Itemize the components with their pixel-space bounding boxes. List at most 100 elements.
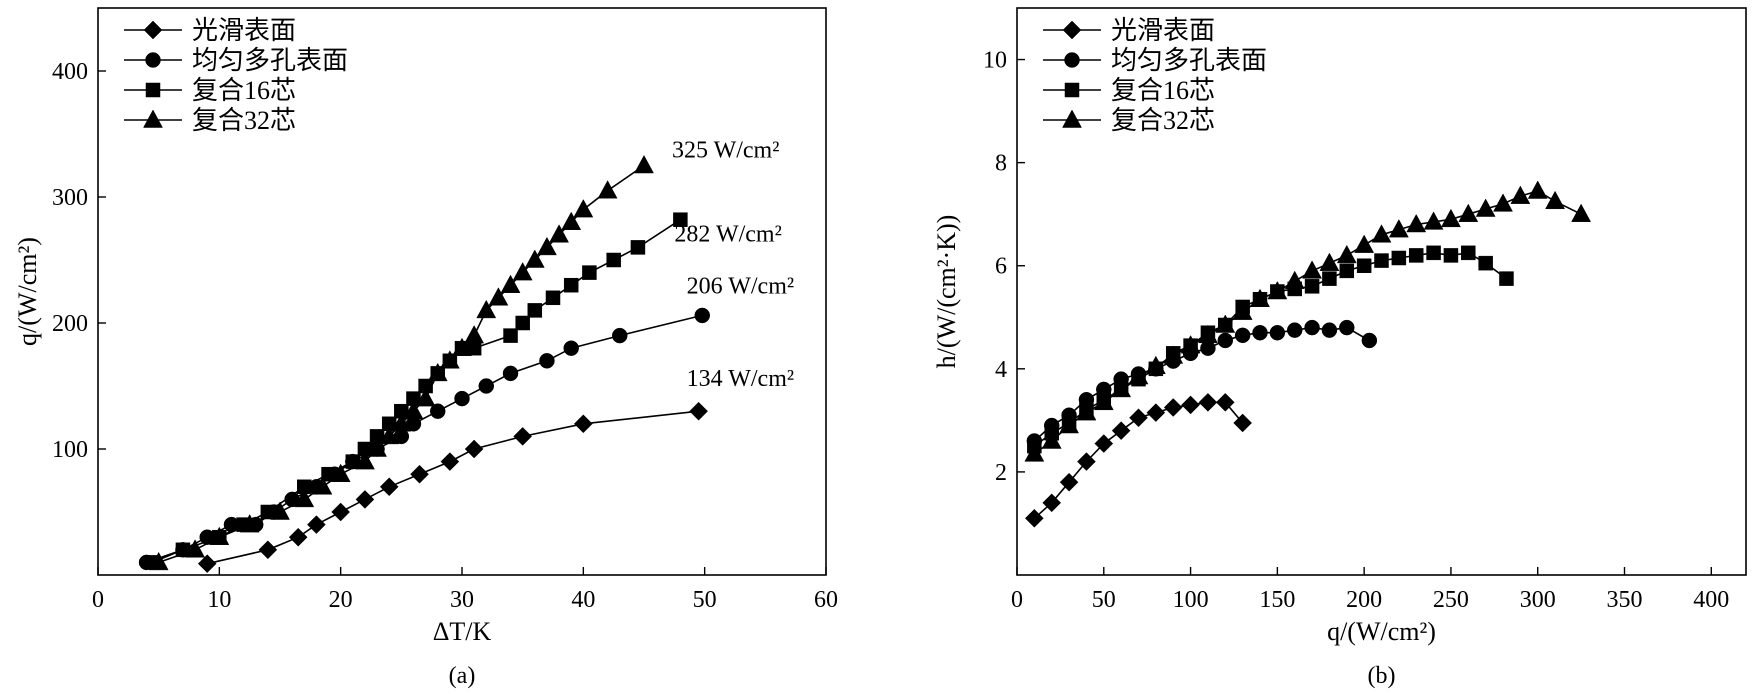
data-point	[403, 400, 424, 419]
data-point	[689, 401, 708, 421]
data-point	[1146, 403, 1166, 422]
data-point	[429, 403, 446, 419]
annotation-label: 206 W/cm²	[687, 273, 794, 299]
data-point	[307, 515, 326, 534]
data-point	[1111, 378, 1132, 398]
data-point	[1077, 452, 1096, 471]
data-point	[1374, 253, 1389, 268]
series-line	[152, 219, 681, 564]
y-tick-label: 200	[52, 311, 88, 337]
series-2	[145, 212, 688, 570]
y-tick-label: 2	[995, 460, 1007, 486]
x-tick-label: 100	[1173, 587, 1209, 613]
series-3	[1024, 180, 1592, 462]
data-point	[1111, 421, 1131, 441]
legend-marker	[143, 20, 163, 40]
data-point	[1361, 332, 1378, 349]
data-point	[1321, 322, 1338, 338]
data-point	[1354, 234, 1375, 253]
y-tick-label: 4	[995, 357, 1007, 383]
x-tick-label: 20	[329, 587, 353, 613]
data-point	[545, 290, 561, 306]
data-point	[454, 390, 470, 407]
data-point	[694, 307, 710, 324]
legend-label: 复合16芯	[192, 76, 296, 105]
data-point	[1181, 395, 1200, 415]
data-point	[258, 540, 278, 560]
data-point	[1545, 190, 1565, 210]
data-point	[1217, 332, 1234, 349]
data-point	[503, 328, 518, 343]
y-tick-label: 6	[995, 254, 1007, 280]
data-point	[1163, 398, 1183, 417]
data-point	[148, 551, 169, 571]
data-point	[1391, 250, 1407, 266]
data-point	[512, 262, 533, 281]
data-point	[1024, 443, 1045, 462]
x-tick-label: 300	[1520, 587, 1556, 613]
y-tick-label: 8	[995, 151, 1007, 177]
data-point	[597, 180, 618, 199]
data-point	[563, 277, 579, 293]
data-point	[524, 249, 545, 268]
data-point	[1252, 324, 1268, 341]
data-point	[1406, 213, 1427, 233]
legend-label: 均匀多孔表面	[192, 46, 348, 75]
data-point	[561, 211, 582, 230]
data-point	[312, 476, 333, 495]
data-point	[464, 325, 485, 344]
data-point	[1478, 255, 1493, 271]
data-point	[452, 337, 472, 356]
x-axis-title: q/(W/cm²)	[1327, 617, 1436, 646]
legend-marker	[1062, 109, 1082, 128]
data-point	[1094, 434, 1114, 453]
data-point	[1356, 258, 1372, 273]
data-point	[1269, 324, 1286, 341]
x-tick-label: 0	[1011, 587, 1023, 613]
data-point	[502, 365, 519, 382]
data-point	[476, 299, 497, 319]
legend-marker	[145, 52, 161, 68]
x-tick-label: 60	[814, 587, 838, 613]
data-point	[539, 353, 555, 369]
data-point	[464, 439, 484, 459]
data-point	[1042, 493, 1062, 513]
data-point	[500, 274, 521, 293]
legend-label: 光滑表面	[192, 16, 296, 45]
data-point	[515, 315, 530, 331]
data-point	[537, 236, 557, 256]
series-0	[197, 401, 708, 574]
legend-label: 均匀多孔表面	[1111, 46, 1267, 75]
data-point	[1441, 208, 1461, 228]
data-point	[634, 154, 654, 174]
data-point	[439, 350, 460, 369]
chart-panel-a: 0 10 20 30 40 50 60 100 200 300 400 ΔT/K q/(W/cm²) (a…	[13, 7, 838, 689]
legend-label: 复合32芯	[1111, 106, 1215, 135]
legend-marker	[1064, 52, 1080, 68]
data-point	[1388, 219, 1409, 238]
chart-panel-b: 0 50 100 150 200 250 300 350 400 2 4 6 8 10 q/(W/cm²) h…	[932, 7, 1747, 689]
data-point	[415, 388, 436, 407]
data-point	[1041, 430, 1062, 449]
data-point	[1571, 203, 1592, 222]
data-point	[379, 477, 399, 497]
data-point	[1215, 314, 1236, 333]
data-point	[1145, 355, 1166, 374]
data-point	[1180, 335, 1201, 354]
data-point	[1232, 301, 1253, 320]
data-point	[573, 414, 593, 434]
data-point	[1322, 271, 1337, 286]
data-point	[630, 240, 646, 255]
data-point	[527, 303, 543, 318]
data-point	[440, 452, 460, 471]
y-axis-title: q/(W/cm²)	[13, 237, 42, 346]
data-point	[410, 464, 429, 484]
data-point	[355, 451, 375, 470]
legend-marker	[145, 82, 161, 98]
data-point	[1408, 248, 1424, 263]
data-point	[379, 425, 400, 445]
data-point	[1527, 180, 1548, 199]
data-point	[1426, 245, 1441, 261]
